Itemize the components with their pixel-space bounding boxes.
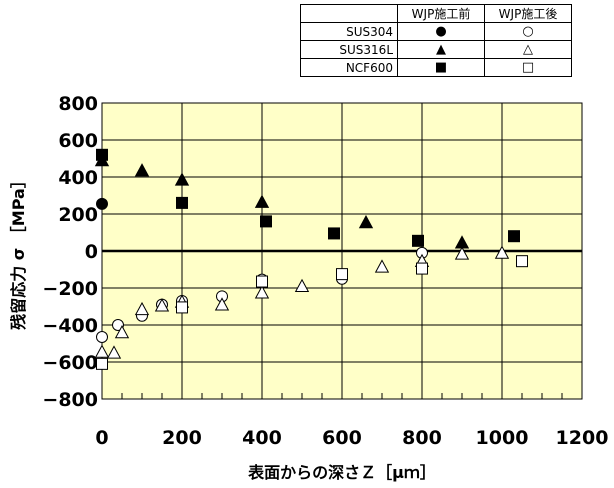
legend-col-header: WJP施工前 <box>397 4 485 23</box>
triangle-marker <box>494 245 510 259</box>
x-tick-label: 400 <box>242 427 282 449</box>
y-tick-label: 0 <box>85 241 98 263</box>
triangle-marker <box>358 214 374 229</box>
legend-row: SUS304 ● ○ <box>300 22 572 41</box>
minor-ticks <box>121 393 563 399</box>
open-square-icon: □ <box>484 58 572 77</box>
square-marker <box>508 230 520 243</box>
triangle-marker <box>106 345 122 359</box>
x-tick-label: 800 <box>402 427 442 449</box>
y-axis-title: 残留応力 σ ［MPa］ <box>9 172 28 330</box>
filled-square-icon: ■ <box>397 58 485 77</box>
y-tick-label: 200 <box>58 204 98 226</box>
x-tick-label: 0 <box>95 427 108 449</box>
legend-header-row: WJP施工前 WJP施工後 <box>300 4 572 23</box>
legend-material-name: SUS316L <box>300 40 398 59</box>
triangle-marker <box>134 301 150 316</box>
open-triangle-icon: △ <box>484 40 572 59</box>
legend-material-name: SUS304 <box>300 22 398 41</box>
y-tick-labels: 800 600 400 200 0 −200 −400 −600 −800 <box>42 93 98 411</box>
square-marker <box>260 215 272 228</box>
x-tick-label: 600 <box>322 427 362 449</box>
plot-frame <box>101 102 583 400</box>
x-axis-title: 表面からの深さＺ［μｍ］ <box>247 463 436 482</box>
square-marker <box>176 301 188 314</box>
filled-circle-icon: ● <box>397 22 485 41</box>
square-marker <box>516 255 528 268</box>
square-marker <box>96 148 108 161</box>
open-circle-icon: ○ <box>484 22 572 41</box>
triangle-marker <box>454 246 470 260</box>
triangle-marker <box>254 194 270 208</box>
filled-triangle-icon: ▲ <box>397 40 485 59</box>
circle-marker <box>96 197 108 210</box>
legend-material-name: NCF600 <box>300 58 398 77</box>
legend-corner-cell <box>300 4 398 23</box>
y-tick-label: −800 <box>42 389 98 411</box>
y-tick-label: −400 <box>42 315 98 337</box>
legend-col-header: WJP施工後 <box>484 4 572 23</box>
square-marker <box>416 262 428 275</box>
square-marker <box>412 234 424 247</box>
x-tick-label: 200 <box>162 427 202 449</box>
y-tick-label: 400 <box>58 167 98 189</box>
triangle-marker <box>154 298 170 312</box>
legend-table: WJP施工前 WJP施工後 SUS304 ● ○ SUS316L ▲ △ NCF… <box>300 4 572 77</box>
square-marker <box>176 196 188 209</box>
square-marker <box>256 275 268 288</box>
x-tick-label: 1200 <box>556 427 609 449</box>
legend-row: SUS316L ▲ △ <box>300 40 572 59</box>
triangle-marker <box>174 172 190 186</box>
triangle-marker <box>114 325 130 339</box>
y-tick-label: 600 <box>58 130 98 152</box>
square-marker <box>336 268 348 281</box>
triangle-marker <box>94 344 110 358</box>
y-tick-label: −600 <box>42 352 98 374</box>
triangle-marker <box>374 259 390 273</box>
square-marker <box>328 227 340 240</box>
square-marker <box>96 357 108 370</box>
circle-marker <box>96 331 108 344</box>
triangle-marker <box>294 278 310 293</box>
data-points <box>94 148 528 370</box>
legend-row: NCF600 ■ □ <box>300 58 572 77</box>
triangle-marker <box>254 285 270 299</box>
y-tick-label: −200 <box>42 278 98 300</box>
triangle-marker <box>214 297 230 311</box>
x-tick-labels: 0 200 400 600 800 1000 1200 <box>95 427 608 449</box>
x-tick-label: 1000 <box>476 427 529 449</box>
y-tick-label: 800 <box>58 93 98 115</box>
triangle-marker <box>134 163 150 177</box>
